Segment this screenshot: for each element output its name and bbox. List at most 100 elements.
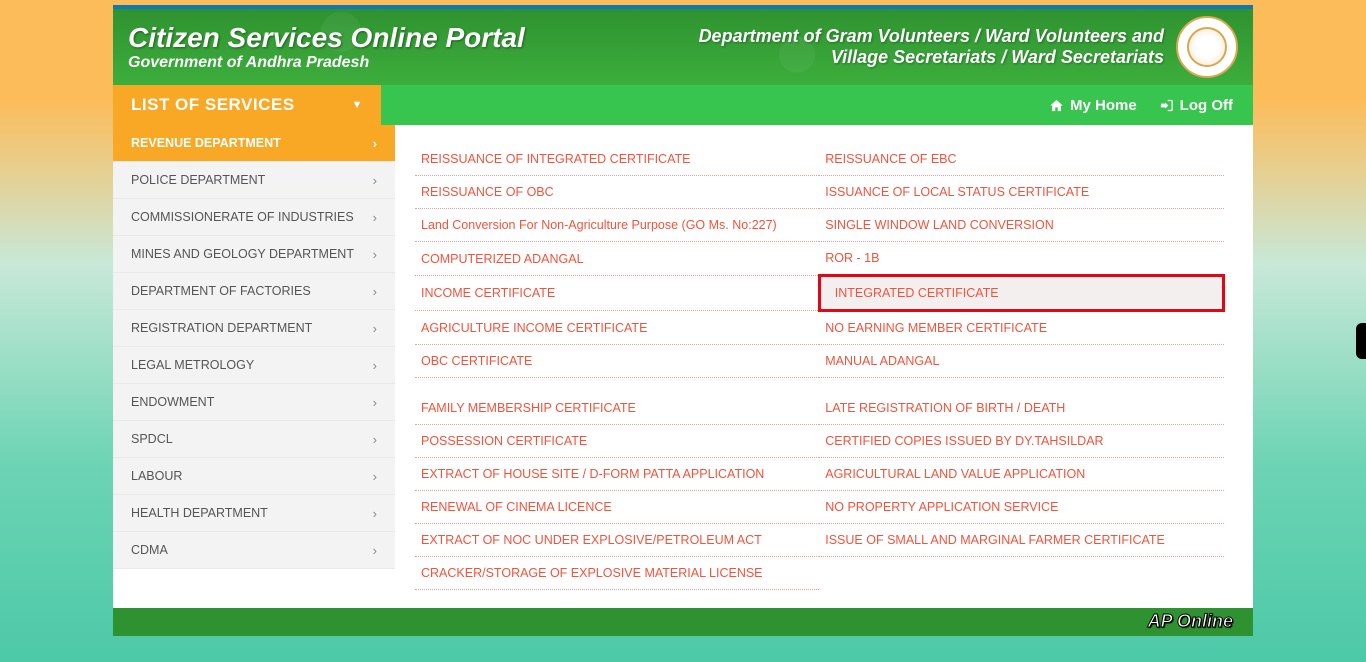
sidebar-item-label: COMMISSIONERATE OF INDUSTRIES bbox=[131, 210, 354, 224]
log-off-label: Log Off bbox=[1180, 97, 1233, 114]
sidebar-item-department-of-factories[interactable]: DEPARTMENT OF FACTORIES› bbox=[113, 273, 395, 310]
service-link[interactable]: ISSUANCE OF LOCAL STATUS CERTIFICATE bbox=[825, 185, 1089, 199]
service-link[interactable]: ISSUE OF SMALL AND MARGINAL FARMER CERTI… bbox=[825, 533, 1165, 547]
page-header: Citizen Services Online Portal Governmen… bbox=[113, 5, 1253, 85]
sidebar-item-label: CDMA bbox=[131, 543, 168, 557]
sidebar-item-cdma[interactable]: CDMA › bbox=[113, 532, 395, 569]
chevron-right-icon: › bbox=[373, 321, 377, 336]
chevron-right-icon: › bbox=[373, 543, 377, 558]
sidebar-item-label: HEALTH DEPARTMENT bbox=[131, 506, 268, 520]
sidebar-item-endowment[interactable]: ENDOWMENT › bbox=[113, 384, 395, 421]
service-link[interactable]: RENEWAL OF CINEMA LICENCE bbox=[421, 500, 612, 514]
chevron-right-icon: › bbox=[373, 136, 377, 151]
list-of-services-toggle[interactable]: LIST OF SERVICES ▼ bbox=[113, 85, 381, 125]
service-row: POSSESSION CERTIFICATE CERTIFIED COPIES I… bbox=[415, 424, 1224, 457]
service-cell: CERTIFIED COPIES ISSUED BY DY.TAHSILDAR bbox=[819, 424, 1223, 457]
sidebar-item-health-department[interactable]: HEALTH DEPARTMENT › bbox=[113, 495, 395, 532]
service-link[interactable]: FAMILY MEMBERSHIP CERTIFICATE bbox=[421, 401, 636, 415]
sidebar-item-revenue-department[interactable]: REVENUE DEPARTMENT › bbox=[113, 125, 395, 162]
sidebar-item-police-department[interactable]: POLICE DEPARTMENT› bbox=[113, 162, 395, 199]
service-link[interactable]: Land Conversion For Non-Agriculture Purp… bbox=[421, 218, 777, 232]
sidebar-item-label: LABOUR bbox=[131, 469, 182, 483]
sidebar-item-label: REVENUE DEPARTMENT bbox=[131, 136, 281, 150]
service-link[interactable]: CERTIFIED COPIES ISSUED BY DY.TAHSILDAR bbox=[825, 434, 1103, 448]
state-emblem bbox=[1176, 16, 1238, 78]
sidebar-item-mines-and-geology-department[interactable]: MINES AND GEOLOGY DEPARTMENT› bbox=[113, 236, 395, 273]
chevron-right-icon: › bbox=[373, 506, 377, 521]
service-link[interactable]: REISSUANCE OF INTEGRATED CERTIFICATE bbox=[421, 152, 690, 166]
footer: AP Online bbox=[113, 608, 1253, 636]
home-icon bbox=[1049, 98, 1064, 113]
sidebar-item-legal-metrology[interactable]: LEGAL METROLOGY › bbox=[113, 347, 395, 384]
service-cell: ROR - 1B bbox=[819, 242, 1223, 276]
portal-title: Citizen Services Online Portal bbox=[128, 22, 525, 54]
sidebar: REVENUE DEPARTMENT›POLICE DEPARTMENT›COM… bbox=[113, 125, 395, 608]
service-cell-highlighted: INTEGRATED CERTIFICATE bbox=[819, 276, 1223, 311]
service-link[interactable]: LATE REGISTRATION OF BIRTH / DEATH bbox=[825, 401, 1065, 415]
chevron-right-icon: › bbox=[373, 469, 377, 484]
service-cell: ISSUANCE OF LOCAL STATUS CERTIFICATE bbox=[819, 176, 1223, 209]
service-row: FAMILY MEMBERSHIP CERTIFICATE LATE REGIST… bbox=[415, 392, 1224, 425]
logout-icon bbox=[1159, 98, 1174, 113]
chevron-right-icon: › bbox=[373, 173, 377, 188]
service-grid: REISSUANCE OF INTEGRATED CERTIFICATE REIS… bbox=[415, 143, 1225, 590]
service-link[interactable]: NO PROPERTY APPLICATION SERVICE bbox=[825, 500, 1058, 514]
sidebar-item-registration-department[interactable]: REGISTRATION DEPARTMENT› bbox=[113, 310, 395, 347]
service-link[interactable]: CRACKER/STORAGE OF EXPLOSIVE MATERIAL LI… bbox=[421, 566, 763, 580]
sidebar-item-commissionerate-of-industries[interactable]: COMMISSIONERATE OF INDUSTRIES › bbox=[113, 199, 395, 236]
service-cell: ISSUE OF SMALL AND MARGINAL FARMER CERTI… bbox=[819, 523, 1223, 556]
portal-subtitle: Government of Andhra Pradesh bbox=[128, 54, 525, 72]
service-cell: REISSUANCE OF INTEGRATED CERTIFICATE bbox=[415, 143, 819, 176]
service-row: AGRICULTURE INCOME CERTIFICATE NO EARNING… bbox=[415, 311, 1224, 345]
top-nav: LIST OF SERVICES ▼ My Home Log Off bbox=[113, 85, 1253, 125]
chevron-right-icon: › bbox=[373, 210, 377, 225]
service-link[interactable]: EXTRACT OF NOC UNDER EXPLOSIVE/PETROLEUM… bbox=[421, 533, 762, 547]
service-link[interactable]: COMPUTERIZED ADANGAL bbox=[421, 252, 584, 266]
service-row: OBC CERTIFICATE MANUAL ADANGAL bbox=[415, 345, 1224, 378]
service-cell: AGRICULTURE INCOME CERTIFICATE bbox=[415, 311, 819, 345]
sidebar-item-label: LEGAL METROLOGY bbox=[131, 358, 254, 372]
chevron-right-icon: › bbox=[373, 395, 377, 410]
service-cell: REISSUANCE OF OBC bbox=[415, 176, 819, 209]
service-link[interactable]: AGRICULTURAL LAND VALUE APPLICATION bbox=[825, 467, 1085, 481]
log-off-link[interactable]: Log Off bbox=[1159, 97, 1233, 114]
service-cell: RENEWAL OF CINEMA LICENCE bbox=[415, 490, 819, 523]
service-link[interactable]: INCOME CERTIFICATE bbox=[421, 286, 555, 300]
service-link[interactable]: POSSESSION CERTIFICATE bbox=[421, 434, 587, 448]
dept-line-2: Village Secretariats / Ward Secretariats bbox=[699, 47, 1164, 68]
service-cell: AGRICULTURAL LAND VALUE APPLICATION bbox=[819, 457, 1223, 490]
service-row: EXTRACT OF NOC UNDER EXPLOSIVE/PETROLEUM… bbox=[415, 523, 1224, 556]
side-feedback-tab[interactable] bbox=[1356, 323, 1366, 359]
list-of-services-label: LIST OF SERVICES bbox=[131, 95, 295, 115]
service-row: REISSUANCE OF INTEGRATED CERTIFICATE REIS… bbox=[415, 143, 1224, 176]
service-link[interactable]: EXTRACT OF HOUSE SITE / D-FORM PATTA APP… bbox=[421, 467, 764, 481]
service-row: REISSUANCE OF OBC ISSUANCE OF LOCAL STATU… bbox=[415, 176, 1224, 209]
service-link[interactable]: OBC CERTIFICATE bbox=[421, 354, 532, 368]
service-cell: NO EARNING MEMBER CERTIFICATE bbox=[819, 311, 1223, 345]
my-home-link[interactable]: My Home bbox=[1049, 97, 1137, 114]
service-cell: INCOME CERTIFICATE bbox=[415, 276, 819, 311]
service-link[interactable]: NO EARNING MEMBER CERTIFICATE bbox=[825, 321, 1047, 335]
service-cell bbox=[819, 556, 1223, 589]
service-cell: COMPUTERIZED ADANGAL bbox=[415, 242, 819, 276]
emblem-inner bbox=[1187, 27, 1227, 67]
service-row: INCOME CERTIFICATE INTEGRATED CERTIFICATE bbox=[415, 276, 1224, 311]
service-cell: MANUAL ADANGAL bbox=[819, 345, 1223, 378]
service-link[interactable]: REISSUANCE OF EBC bbox=[825, 152, 956, 166]
sidebar-item-spdcl[interactable]: SPDCL› bbox=[113, 421, 395, 458]
caret-down-icon: ▼ bbox=[352, 99, 363, 111]
service-cell: SINGLE WINDOW LAND CONVERSION bbox=[819, 209, 1223, 242]
sidebar-item-label: ENDOWMENT bbox=[131, 395, 214, 409]
service-link[interactable]: ROR - 1B bbox=[825, 251, 879, 265]
chevron-right-icon: › bbox=[373, 358, 377, 373]
sidebar-item-labour[interactable]: LABOUR › bbox=[113, 458, 395, 495]
service-link[interactable]: SINGLE WINDOW LAND CONVERSION bbox=[825, 218, 1054, 232]
service-link[interactable]: REISSUANCE OF OBC bbox=[421, 185, 554, 199]
service-row: Land Conversion For Non-Agriculture Purp… bbox=[415, 209, 1224, 242]
service-link[interactable]: INTEGRATED CERTIFICATE bbox=[827, 286, 999, 300]
service-link[interactable]: MANUAL ADANGAL bbox=[825, 354, 939, 368]
service-link[interactable]: AGRICULTURE INCOME CERTIFICATE bbox=[421, 321, 647, 335]
my-home-label: My Home bbox=[1070, 97, 1137, 114]
service-cell: FAMILY MEMBERSHIP CERTIFICATE bbox=[415, 392, 819, 425]
footer-brand: AP Online bbox=[1148, 611, 1233, 632]
